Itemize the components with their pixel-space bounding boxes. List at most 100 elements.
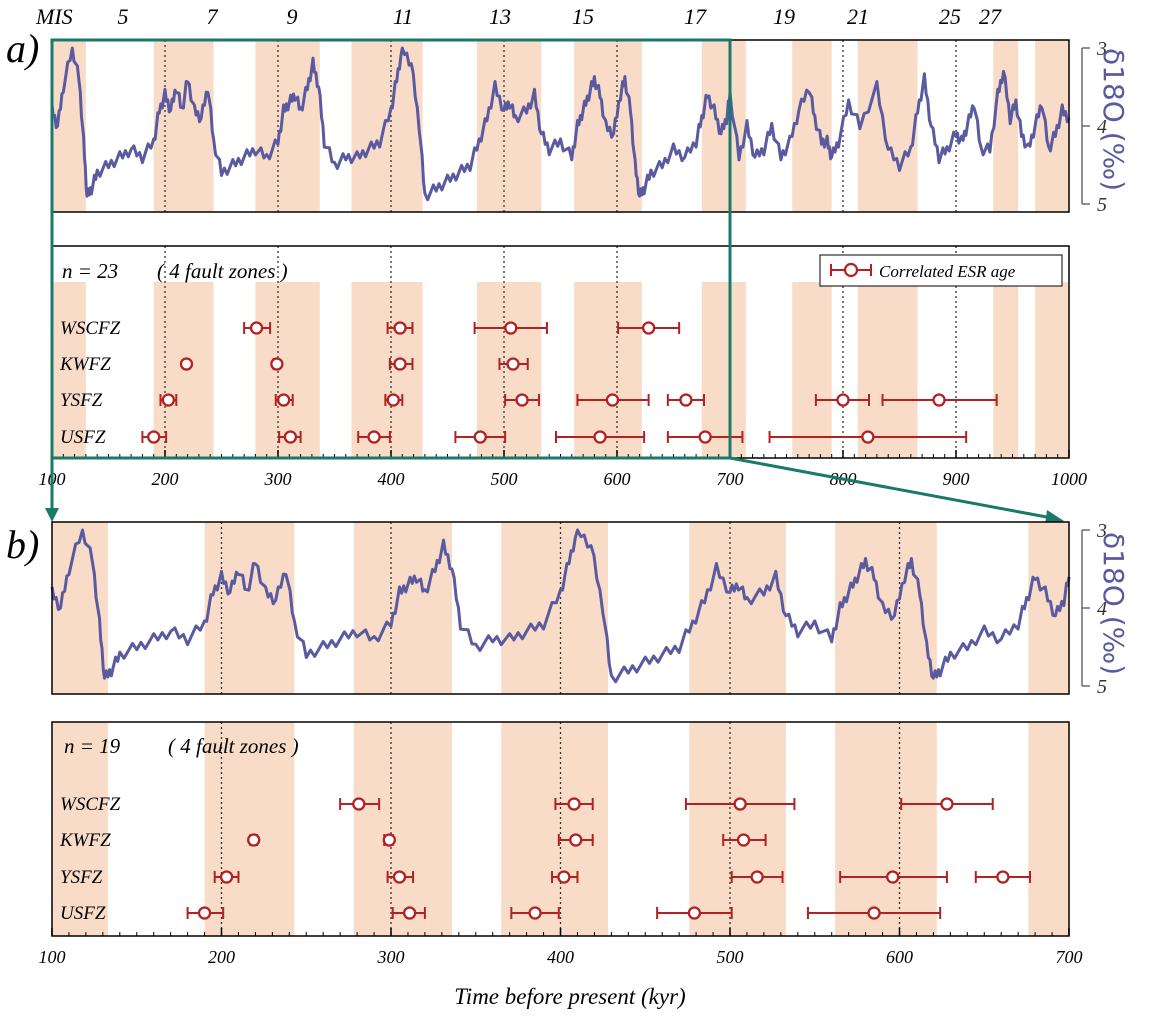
esr-age-point bbox=[641, 321, 656, 335]
panel-a-n-text: n = 23 bbox=[62, 259, 118, 283]
interglacial-band bbox=[52, 282, 86, 458]
x-tick-label: 200 bbox=[208, 947, 235, 967]
interglacial-band bbox=[353, 722, 453, 936]
esr-age-point bbox=[197, 906, 212, 920]
d18o-tick-label: 3 bbox=[1096, 38, 1107, 60]
interglacial-band bbox=[792, 40, 832, 212]
interglacial-band bbox=[204, 522, 295, 694]
panel-b-esr-dotted-lines bbox=[220, 722, 901, 936]
esr-age-point bbox=[393, 321, 407, 335]
d18o-tick-label: 4 bbox=[1097, 116, 1107, 138]
interglacial-band bbox=[993, 40, 1019, 212]
esr-age-point bbox=[249, 321, 264, 335]
mis-stage-label: 19 bbox=[773, 4, 795, 29]
legend-marker-icon bbox=[843, 262, 859, 278]
esr-age-point bbox=[940, 797, 954, 811]
d18o-tick-label: 4 bbox=[1097, 598, 1107, 620]
legend-label: Correlated ESR age bbox=[879, 262, 1016, 281]
zoom-arrowhead-left bbox=[45, 508, 59, 522]
fault-zone-label: KWFZ bbox=[59, 354, 111, 375]
esr-age-point bbox=[867, 906, 881, 920]
panel-b-zones-text: ( 4 fault zones ) bbox=[168, 734, 299, 758]
x-tick-label: 900 bbox=[943, 469, 970, 489]
x-tick-label: 300 bbox=[264, 469, 292, 489]
interglacial-band bbox=[351, 282, 423, 458]
mis-stage-label: 25 bbox=[939, 4, 961, 29]
esr-age-point bbox=[161, 393, 176, 407]
interglacial-band bbox=[1028, 722, 1069, 936]
esr-age-point bbox=[836, 393, 850, 407]
esr-age-point bbox=[147, 430, 161, 444]
d18o-tick-label: 3 bbox=[1096, 520, 1107, 542]
mis-stage-label: 13 bbox=[489, 4, 511, 29]
esr-age-point bbox=[698, 430, 712, 444]
interglacial-band bbox=[701, 282, 746, 458]
panel-a-d18o-curve bbox=[50, 46, 1071, 202]
esr-age-point bbox=[557, 870, 571, 884]
mis-labels: MIS 5 7 9 11 13 15 17 19 21 25 27 bbox=[35, 4, 1002, 29]
esr-age-point bbox=[352, 797, 366, 811]
interglacial-band bbox=[689, 522, 786, 694]
x-tick-label: 100 bbox=[39, 947, 66, 967]
esr-age-point bbox=[402, 906, 417, 920]
panel-a-zones-text: ( 4 fault zones ) bbox=[157, 259, 288, 283]
mis-stage-label: 15 bbox=[572, 4, 594, 29]
x-tick-label: 700 bbox=[717, 469, 744, 489]
esr-age-point bbox=[569, 833, 583, 847]
x-tick-label: 600 bbox=[886, 947, 913, 967]
interglacial-band bbox=[857, 282, 918, 458]
interglacial-band bbox=[153, 40, 214, 212]
interglacial-band bbox=[1028, 522, 1069, 694]
esr-age-point bbox=[276, 393, 291, 407]
panel-a-d18o-axis: 3 4 5 bbox=[1081, 38, 1107, 216]
mis-stage-label: 5 bbox=[118, 4, 129, 29]
esr-age-point bbox=[393, 357, 407, 371]
panel-b-x-axis: 100 200 300 400 500 600 700 bbox=[39, 928, 1083, 967]
x-tick-label: 200 bbox=[152, 469, 179, 489]
panel-a: a) MIS 5 7 9 11 13 15 17 19 21 25 27 3 4 5 δ18O (‰) n… bbox=[6, 4, 1130, 489]
panel-a-d18o-axis-label: δ18O (‰) bbox=[1097, 48, 1130, 191]
legend: Correlated ESR age bbox=[819, 254, 1063, 287]
esr-age-point bbox=[679, 393, 693, 407]
x-tick-label: 500 bbox=[717, 947, 744, 967]
x-tick-label: 500 bbox=[491, 469, 518, 489]
zoom-arrow-right bbox=[729, 456, 1053, 520]
panel-b-dotted-lines bbox=[220, 522, 901, 694]
esr-age-point bbox=[270, 357, 284, 371]
interglacial-band bbox=[689, 722, 786, 936]
x-tick-label: 600 bbox=[604, 469, 631, 489]
interglacial-band bbox=[993, 282, 1019, 458]
x-axis-title: Time before present (kyr) bbox=[454, 984, 685, 1009]
interglacial-band bbox=[574, 282, 642, 458]
esr-age-point bbox=[733, 797, 747, 811]
interglacial-band bbox=[1035, 40, 1069, 212]
interglacial-band bbox=[476, 282, 542, 458]
esr-age-point bbox=[567, 797, 581, 811]
fault-zone-label: USFZ bbox=[60, 427, 106, 448]
esr-age-point bbox=[605, 393, 620, 407]
panel-b-esr-bands bbox=[52, 722, 1069, 936]
esr-age-point bbox=[367, 430, 381, 444]
panel-b-d18o-axis: 3 4 5 bbox=[1081, 520, 1107, 698]
mis-prefix: MIS bbox=[35, 4, 73, 29]
esr-age-point bbox=[283, 430, 298, 444]
zoom-box bbox=[50, 38, 732, 460]
panel-b: b) 3 4 5 δ18O (‰) n = 19 ( 4 fault zones )… bbox=[6, 520, 1130, 967]
panel-a-esr-rows: WSCFZ KWFZ YSFZ USFZ bbox=[59, 318, 998, 448]
mis-stage-label: 17 bbox=[684, 4, 707, 29]
interglacial-band bbox=[255, 40, 320, 212]
interglacial-band bbox=[835, 722, 937, 936]
esr-age-point bbox=[861, 430, 875, 444]
esr-age-point bbox=[473, 430, 487, 444]
esr-age-point bbox=[687, 906, 702, 920]
esr-age-point bbox=[593, 430, 607, 444]
x-tick-label: 1000 bbox=[1051, 469, 1087, 489]
interglacial-band bbox=[255, 282, 320, 458]
x-tick-label: 700 bbox=[1056, 947, 1083, 967]
interglacial-band bbox=[476, 40, 542, 212]
x-tick-label: 300 bbox=[377, 947, 405, 967]
panel-a-label: a) bbox=[6, 26, 39, 71]
d18o-tick-label: 5 bbox=[1097, 676, 1107, 698]
panel-b-interglacial-bands bbox=[52, 522, 1069, 694]
